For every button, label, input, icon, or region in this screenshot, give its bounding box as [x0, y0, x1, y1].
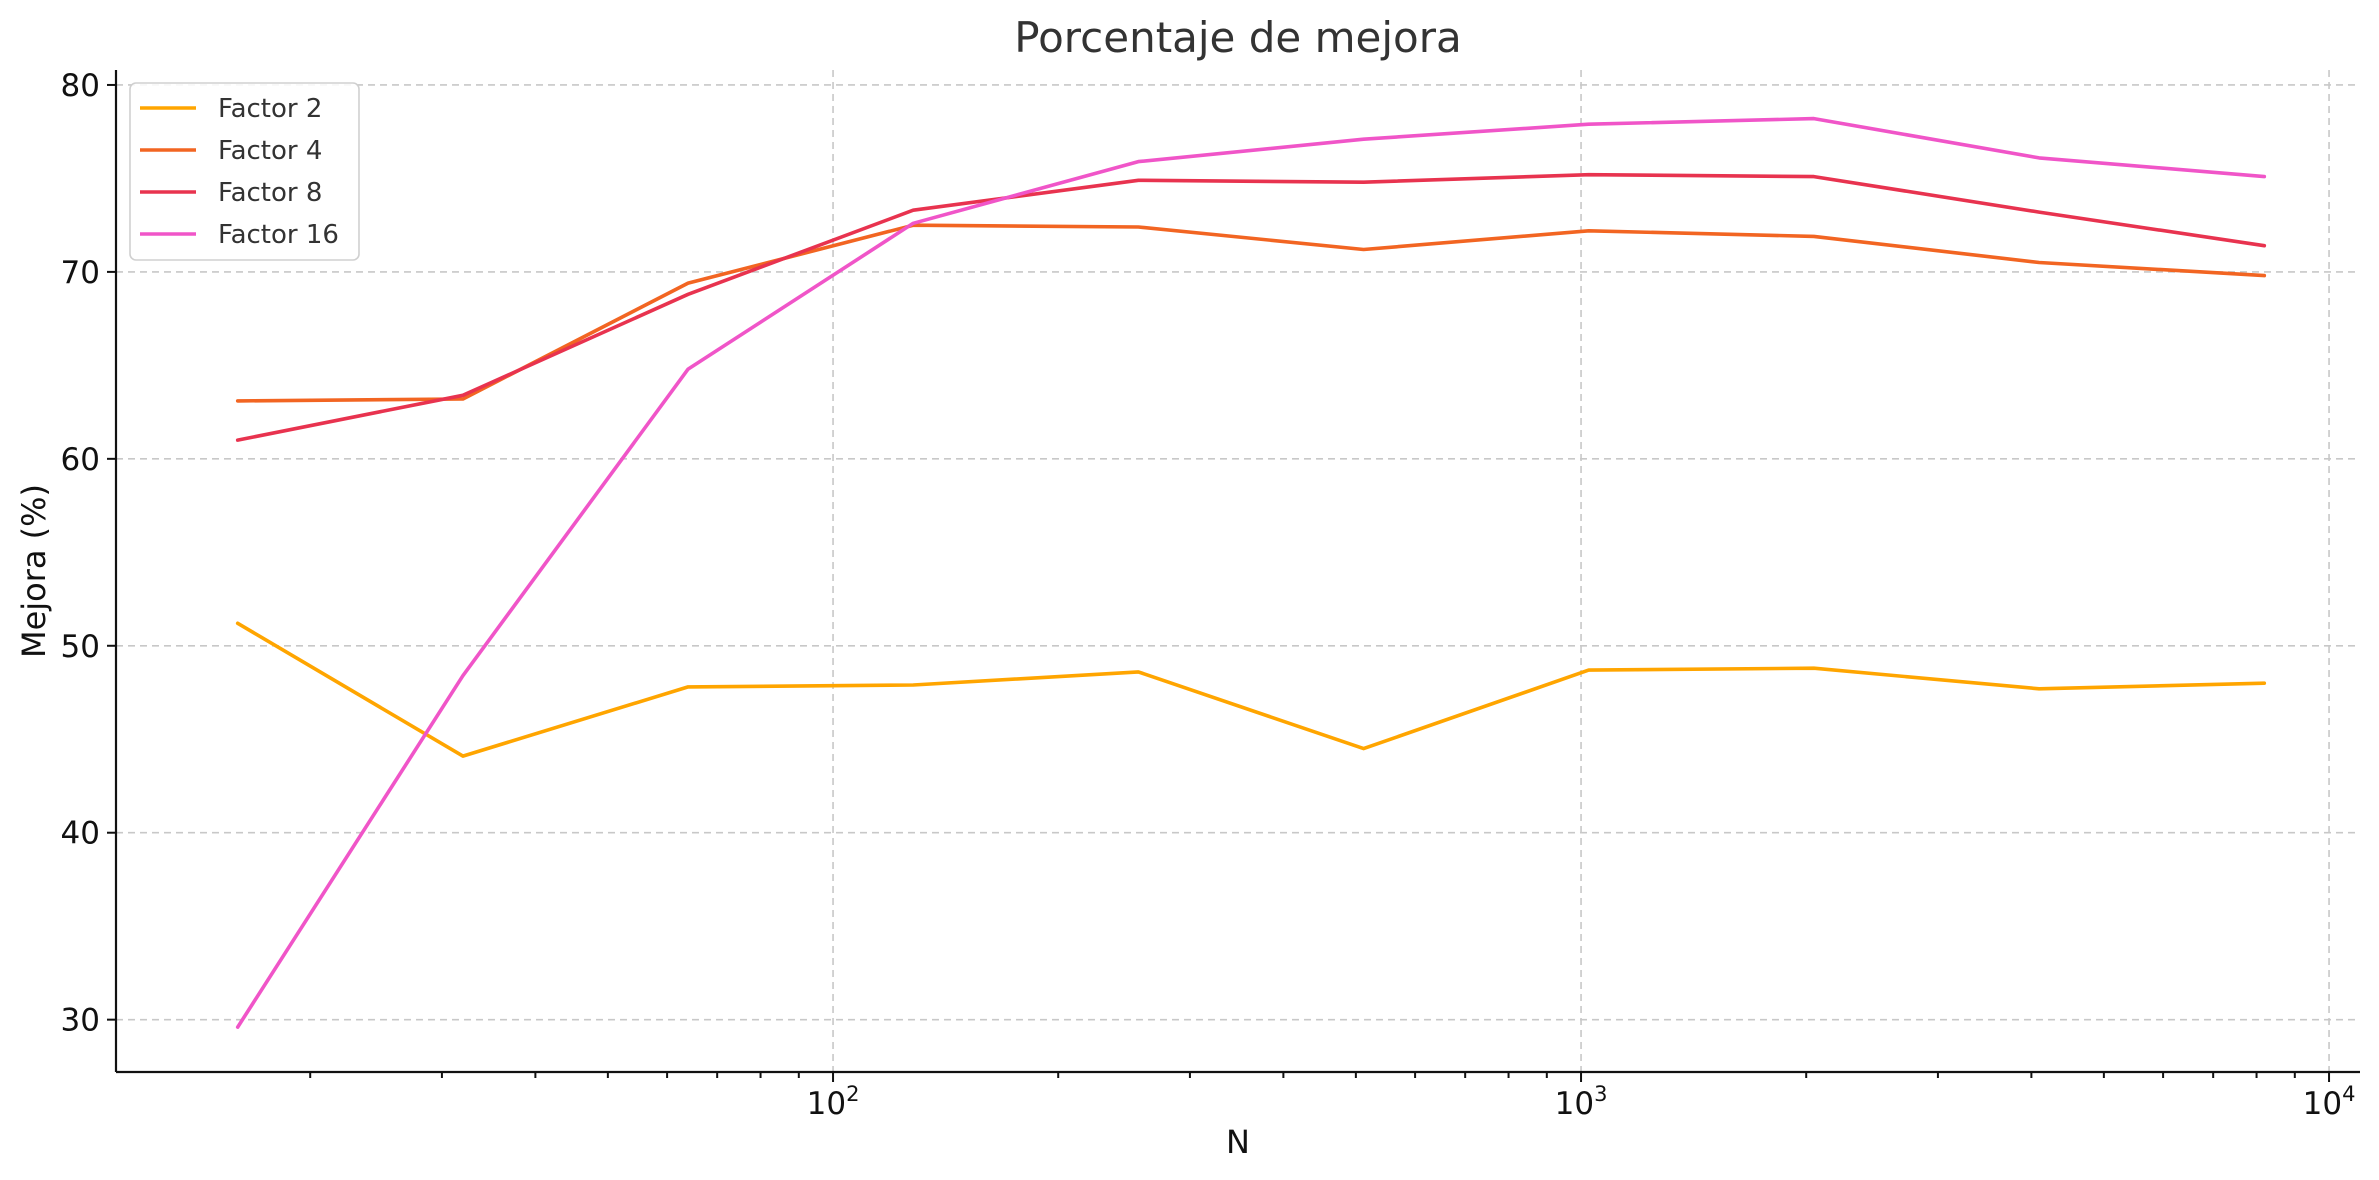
legend-box: [129, 82, 360, 261]
tick-layer: 30 40 50 60 70 80 102 103 104: [61, 68, 2356, 1122]
legend-label: Factor 16: [218, 220, 339, 250]
series-line-factor-2: [235, 621, 2267, 758]
legend: Factor 2 Factor 4 Factor 8 Factor 16: [129, 82, 360, 261]
grid-layer: [116, 70, 2360, 1072]
y-tick-label: 50: [61, 629, 100, 665]
chart-title: Porcentaje de mejora: [1014, 13, 1461, 62]
legend-label: Factor 4: [218, 136, 322, 166]
y-tick-label: 40: [61, 816, 100, 852]
y-tick-label: 60: [61, 442, 100, 478]
series-line-factor-8: [235, 172, 2267, 442]
y-tick-label: 80: [61, 68, 100, 104]
series-line-factor-4: [235, 223, 2267, 403]
x-tick-label: 103: [1555, 1082, 1608, 1122]
series-line-factor-16: [235, 116, 2267, 1029]
axes-layer: [114, 70, 2360, 1074]
series-layer: [235, 116, 2267, 1029]
x-tick-label: 104: [2303, 1082, 2356, 1122]
legend-label: Factor 2: [218, 94, 322, 124]
y-tick-label: 70: [61, 255, 100, 291]
y-tick-label: 30: [61, 1003, 100, 1039]
x-axis-label: N: [1226, 1123, 1250, 1161]
legend-label: Factor 8: [218, 178, 322, 208]
y-axis-label: Mejora (%): [15, 484, 53, 658]
x-tick-label: 102: [807, 1082, 860, 1122]
